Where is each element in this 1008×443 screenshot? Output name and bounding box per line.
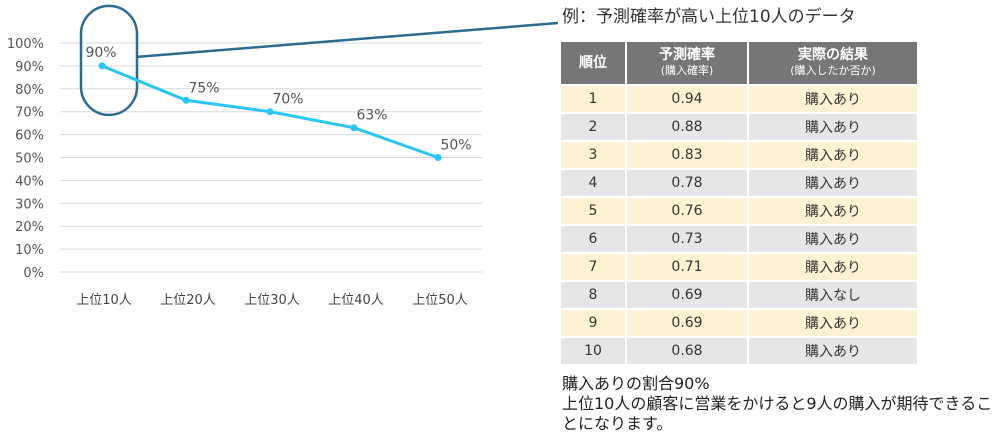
table-row: 8 0.69 購入なし — [561, 280, 917, 309]
data-point — [182, 96, 190, 104]
data-label: 70% — [272, 92, 303, 108]
y-tick-label: 30% — [15, 197, 44, 212]
callout-connector-line — [136, 21, 559, 59]
cell-rank: 6 — [561, 224, 627, 253]
data-label: 90% — [85, 45, 116, 61]
y-tick-label: 40% — [15, 174, 44, 189]
y-tick-label: 10% — [15, 243, 44, 258]
cell-rank: 2 — [561, 112, 627, 141]
header-result-sub: (購入したか否か) — [790, 64, 876, 77]
conclusion-line-1: 購入ありの割合90% — [562, 374, 710, 393]
cell-result: 購入あり — [748, 112, 917, 141]
cell-probability: 0.69 — [626, 308, 749, 337]
x-tick-label: 上位50人 — [412, 293, 468, 308]
cell-rank: 4 — [561, 168, 627, 197]
x-tick-label: 上位40人 — [328, 293, 384, 308]
cell-rank: 3 — [561, 140, 627, 169]
header-rank: 順位 — [561, 42, 627, 85]
header-probability: 予測確率 (購入確率) — [626, 42, 749, 85]
data-point — [434, 154, 442, 161]
conclusion-line-2: 上位10人の顧客に営業をかけると9人の購入が期待できることになります。 — [562, 394, 993, 433]
table-row: 5 0.76 購入あり — [561, 196, 917, 225]
table-row: 9 0.69 購入あり — [561, 308, 917, 337]
cell-probability: 0.71 — [626, 252, 749, 281]
y-tick-label: 50% — [15, 152, 44, 167]
cell-result: 購入あり — [748, 168, 917, 197]
table-row: 10 0.68 購入あり — [561, 336, 917, 364]
table-row: 1 0.94 購入あり — [561, 84, 917, 113]
cell-rank: 9 — [561, 308, 627, 337]
y-tick-label: 90% — [15, 60, 44, 75]
cell-probability: 0.73 — [626, 224, 749, 253]
cell-rank: 8 — [561, 280, 627, 309]
cell-rank: 10 — [561, 336, 627, 364]
y-tick-label: 0% — [23, 266, 44, 281]
cell-result: 購入あり — [748, 336, 917, 364]
table-row: 3 0.83 購入あり — [561, 140, 917, 169]
cell-probability: 0.94 — [626, 84, 749, 113]
x-tick-label: 上位30人 — [244, 293, 300, 308]
cell-result: 購入なし — [748, 280, 917, 309]
x-tick-label: 上位20人 — [160, 293, 216, 308]
x-tick-label: 上位10人 — [76, 293, 132, 308]
y-tick-label: 100% — [7, 37, 44, 52]
header-result: 実際の結果 (購入したか否か) — [748, 42, 917, 85]
table-row: 6 0.73 購入あり — [561, 224, 917, 253]
highlight-callout — [79, 4, 559, 117]
cell-probability: 0.69 — [626, 280, 749, 309]
y-axis-tick-labels: 0% 10% 20% 30% 40% 50% 60% 70% 80% 90% 100% — [7, 37, 44, 281]
chart-gridlines — [60, 42, 482, 273]
chart-series — [98, 62, 442, 161]
highlight-ellipse — [79, 4, 139, 117]
top10-data-table: 順位 予測確率 (購入確率) 実際の結果 (購入したか否か) 1 0.94 購入あり 2 0… — [561, 42, 917, 364]
data-label: 50% — [440, 138, 471, 154]
cell-result: 購入あり — [748, 252, 917, 281]
y-tick-label: 80% — [15, 83, 44, 98]
data-label: 63% — [356, 108, 387, 124]
table-header-row: 順位 予測確率 (購入確率) 実際の結果 (購入したか否か) — [561, 42, 917, 85]
header-probability-sub: (購入確率) — [660, 64, 714, 77]
table-row: 7 0.71 購入あり — [561, 252, 917, 281]
cell-result: 購入あり — [748, 308, 917, 337]
conclusion-text: 購入ありの割合90% 上位10人の顧客に営業をかけると9人の購入が期待できること… — [562, 374, 1002, 434]
cell-result: 購入あり — [748, 84, 917, 113]
cell-probability: 0.88 — [626, 112, 749, 141]
line-chart: 0%10%20%30%40%50%60%70%80%90%100% 上位10人上… — [7, 4, 559, 308]
x-axis-tick-labels: 上位10人 上位20人 上位30人 上位40人 上位50人 — [76, 293, 468, 308]
data-label: 75% — [188, 80, 219, 96]
cell-result: 購入あり — [748, 224, 917, 253]
cell-probability: 0.78 — [626, 168, 749, 197]
cell-probability: 0.76 — [626, 196, 749, 225]
cell-probability: 0.83 — [626, 140, 749, 169]
cell-result: 購入あり — [748, 140, 917, 169]
table-row: 2 0.88 購入あり — [561, 112, 917, 141]
cell-result: 購入あり — [748, 196, 917, 225]
data-point — [350, 124, 358, 132]
cell-rank: 7 — [561, 252, 627, 281]
data-point — [98, 62, 106, 70]
y-tick-label: 70% — [15, 106, 44, 121]
data-point — [266, 108, 274, 116]
example-title: 例：予測確率が高い上位10人のデータ — [562, 7, 856, 27]
y-tick-label: 20% — [15, 220, 44, 235]
cell-rank: 5 — [561, 196, 627, 225]
table-row: 4 0.78 購入あり — [561, 168, 917, 197]
cell-rank: 1 — [561, 84, 627, 113]
data-labels: 90% 75% 70% 63% 50% — [85, 45, 471, 154]
cell-probability: 0.68 — [626, 336, 749, 364]
y-tick-label: 60% — [15, 129, 44, 144]
